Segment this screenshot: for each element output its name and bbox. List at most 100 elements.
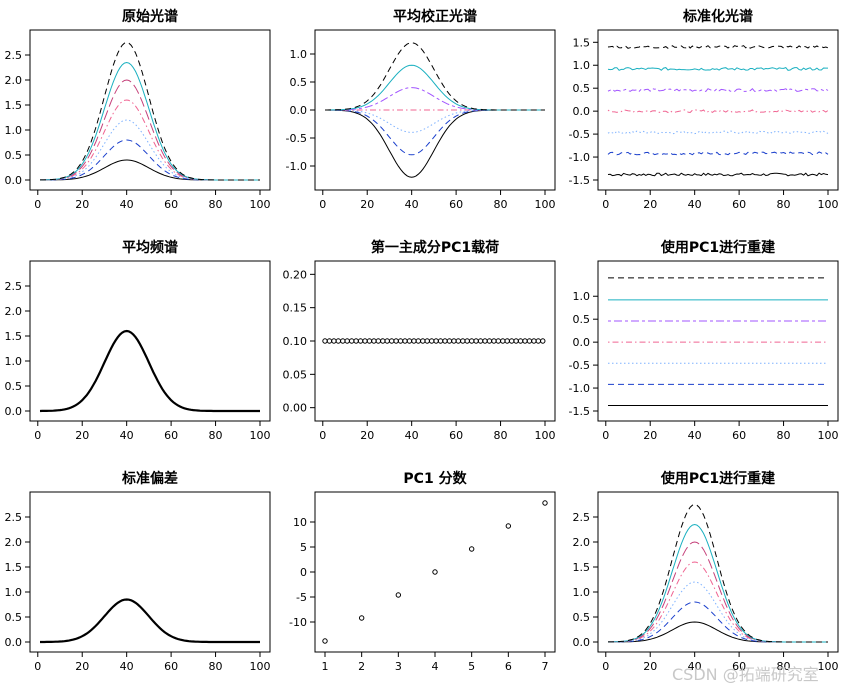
y-tick-label: 10 [293, 516, 307, 529]
x-tick-label: 60 [164, 660, 178, 673]
x-tick-label: 40 [405, 429, 419, 442]
plot-frame [29, 29, 271, 191]
y-tick-label: 0.15 [283, 302, 308, 315]
data-point [393, 338, 399, 344]
y-tick-label: -1.0 [569, 382, 590, 395]
panel-raw: 原始光谱 0 20 40 60 80 100 0.0 0.5 1.0 1.5 2.0 2.5 [5, 8, 271, 211]
panel-title: 第一主成分PC1载荷 [371, 239, 499, 256]
y-tick-label: 2.5 [5, 280, 23, 293]
data-point [468, 338, 475, 344]
panel-title: 平均校正光谱 [393, 8, 477, 25]
x-tick-label: 100 [535, 429, 556, 442]
x-tick-label: 40 [688, 429, 702, 442]
x-tick-label: 20 [643, 660, 657, 673]
data-point [335, 338, 342, 344]
plot-frame [597, 260, 839, 422]
series-line-sd [40, 598, 260, 644]
data-point [540, 338, 546, 344]
data-point [508, 338, 515, 344]
y-tick-label: 1.5 [5, 561, 23, 574]
data-point [344, 338, 350, 344]
x-tick-label: 100 [818, 429, 839, 442]
panel-recon_scaled: 使用PC1进行重建 0 20 40 60 80 100 -1.5 -1.0 -0.5 0.0 0.5 1… [569, 239, 839, 442]
data-point [464, 338, 470, 344]
x-tick-label: 0 [602, 429, 609, 442]
x-tick-label: 100 [250, 198, 271, 211]
panel-centered: 平均校正光谱 0 20 40 60 80 100 -1.0 -0.5 0.0 0.5 1.0 [286, 8, 556, 211]
data-point [331, 338, 337, 344]
y-tick-label: 1.0 [573, 586, 591, 599]
series-line-s6 [40, 61, 260, 181]
data-point [477, 338, 484, 344]
data-point [526, 338, 533, 344]
x-tick-label: 20 [75, 429, 89, 442]
y-tick-label: 1.0 [573, 59, 591, 72]
x-tick-label: 7 [542, 660, 549, 673]
y-tick-label: 0.0 [5, 405, 23, 418]
x-tick-label: 60 [164, 198, 178, 211]
x-tick-label: 80 [209, 198, 223, 211]
data-point [505, 523, 512, 529]
series-line-s5 [325, 87, 545, 111]
x-tick-label: 100 [250, 660, 271, 673]
data-point [437, 338, 444, 344]
x-tick-label: 0 [34, 198, 41, 211]
data-point [406, 338, 413, 344]
data-point [358, 615, 365, 621]
data-point [348, 338, 355, 344]
series-line-s7 [40, 41, 260, 181]
data-point [402, 338, 408, 344]
y-tick-label: 2.0 [5, 305, 23, 318]
y-tick-label: 0.5 [5, 611, 23, 624]
plot-frame [314, 260, 556, 422]
y-tick-label: 0.0 [5, 174, 23, 187]
y-tick-label: 1.0 [290, 48, 308, 61]
x-tick-label: 80 [494, 198, 508, 211]
series-line-s6 [325, 64, 545, 111]
y-tick-label: -10 [289, 616, 307, 629]
y-tick-label: -0.5 [569, 359, 590, 372]
y-tick-label: 0.0 [573, 336, 591, 349]
y-tick-label: -0.5 [286, 132, 307, 145]
x-tick-label: 40 [405, 198, 419, 211]
x-tick-label: 20 [360, 429, 374, 442]
x-tick-label: 60 [449, 198, 463, 211]
data-point [486, 338, 493, 344]
data-point [322, 638, 328, 644]
x-tick-label: 20 [75, 198, 89, 211]
plot-frame [29, 491, 271, 653]
data-point [451, 338, 457, 344]
y-tick-label: 0.10 [283, 335, 308, 348]
x-tick-label: 1 [322, 660, 329, 673]
series-line-s2 [607, 151, 829, 156]
data-point [380, 338, 386, 344]
panel-scores: PC1 分数 1 2 3 4 5 6 7 -10 -5 0 5 10 [289, 470, 556, 673]
panel-meanspec: 平均频谱 0 20 40 60 80 100 0.0 0.5 1.0 1.5 2.0 2.5 [5, 239, 271, 442]
panel-title: PC1 分数 [403, 470, 467, 487]
y-tick-label: 2.0 [5, 536, 23, 549]
series-line-mean [39, 329, 260, 413]
x-tick-label: 40 [688, 198, 702, 211]
x-tick-label: 80 [777, 660, 791, 673]
x-tick-label: 80 [777, 429, 791, 442]
series-line-s1 [325, 109, 545, 178]
x-tick-label: 100 [818, 660, 839, 673]
data-point [353, 338, 359, 344]
x-tick-label: 0 [319, 429, 326, 442]
x-tick-label: 4 [432, 660, 439, 673]
x-tick-label: 20 [75, 660, 89, 673]
data-point [504, 338, 510, 344]
data-point [375, 338, 382, 344]
y-tick-label: 0.5 [5, 149, 23, 162]
y-tick-label: 1.0 [5, 355, 23, 368]
x-tick-label: 40 [120, 429, 134, 442]
series-line-s3 [608, 581, 828, 643]
data-point [446, 338, 453, 344]
x-tick-label: 5 [468, 660, 475, 673]
y-tick-label: -5 [296, 591, 307, 604]
x-tick-label: 60 [732, 429, 746, 442]
data-point [531, 338, 537, 344]
x-tick-label: 80 [209, 429, 223, 442]
series-line-s4 [39, 99, 260, 181]
series-line-s4 [607, 561, 828, 643]
